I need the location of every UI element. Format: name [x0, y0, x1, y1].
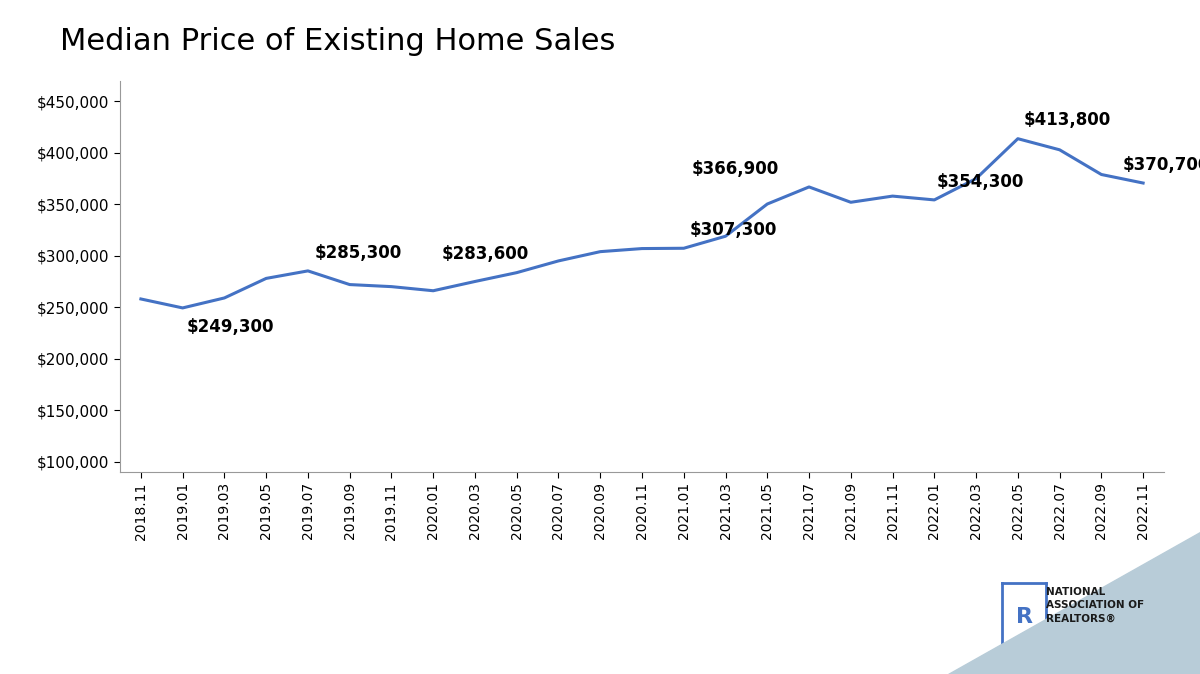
Text: NATIONAL
ASSOCIATION OF
REALTORS®: NATIONAL ASSOCIATION OF REALTORS® [1046, 587, 1145, 623]
Text: $283,600: $283,600 [442, 245, 529, 264]
Text: R: R [1015, 607, 1033, 627]
Text: $366,900: $366,900 [692, 160, 779, 178]
Text: $413,800: $413,800 [1024, 111, 1111, 129]
Text: $307,300: $307,300 [690, 221, 778, 239]
Text: $354,300: $354,300 [936, 173, 1024, 191]
Text: $249,300: $249,300 [187, 318, 275, 336]
Text: $370,700: $370,700 [1122, 156, 1200, 174]
Text: Median Price of Existing Home Sales: Median Price of Existing Home Sales [60, 27, 616, 56]
Text: $285,300: $285,300 [314, 243, 402, 262]
